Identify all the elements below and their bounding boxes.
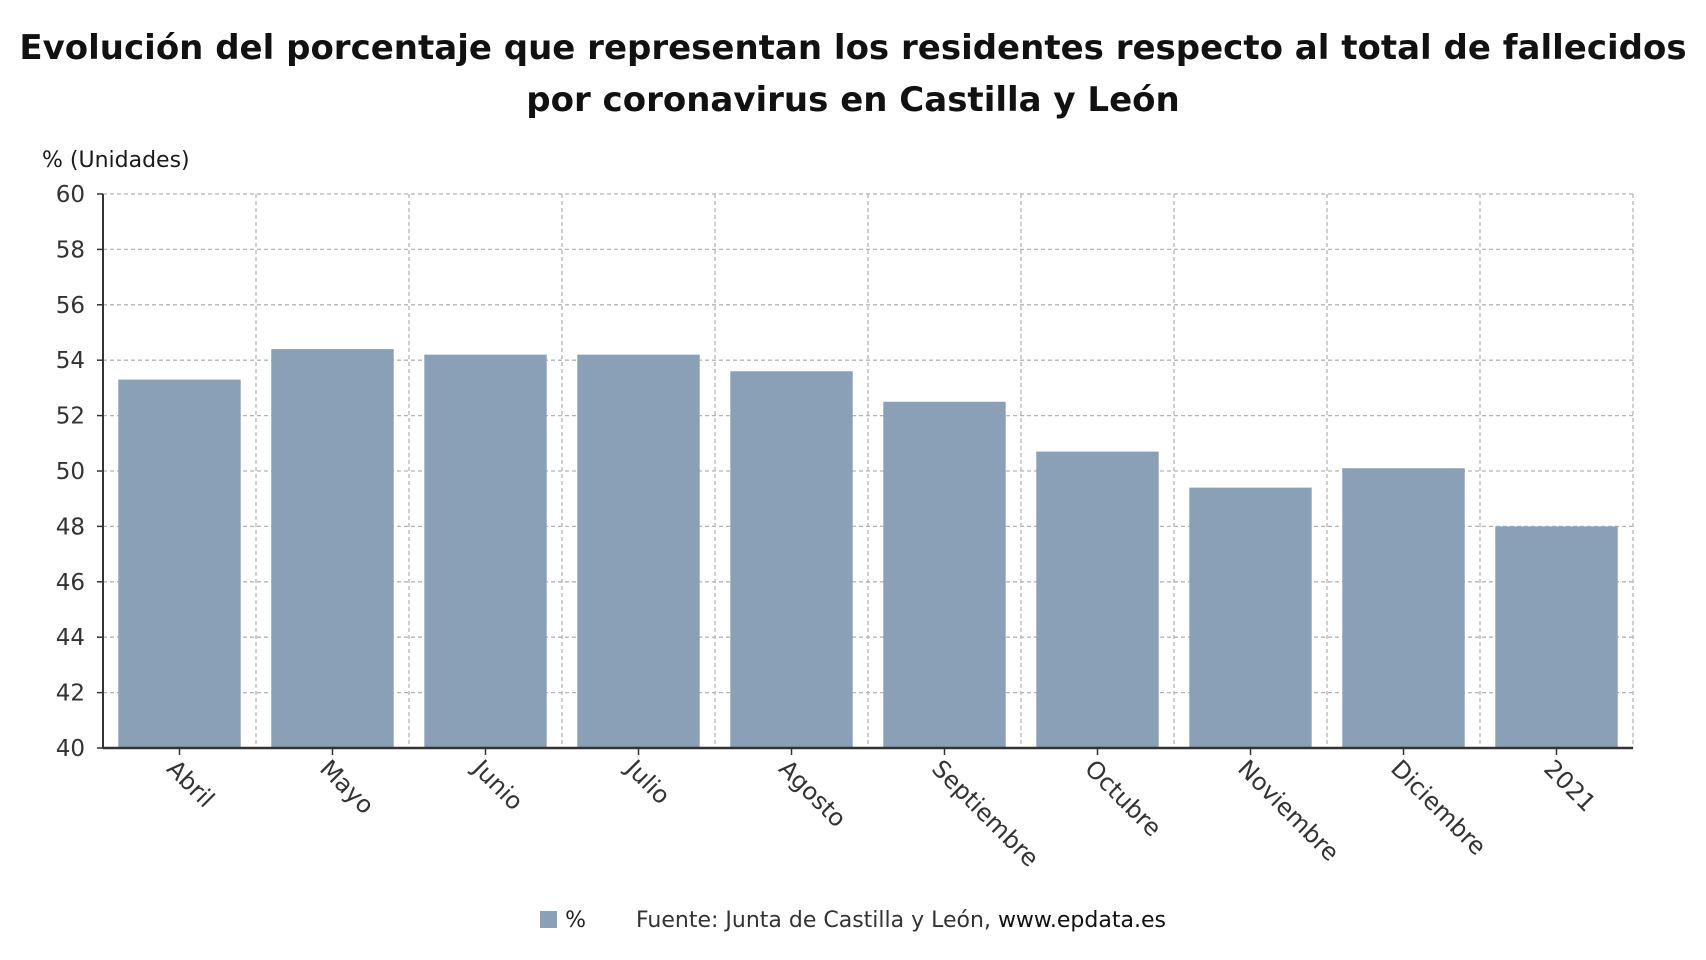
bar-4 — [730, 371, 853, 748]
bar-7 — [1189, 487, 1312, 748]
y-tick-label: 44 — [56, 625, 85, 651]
x-tick-label: Noviembre — [1232, 754, 1344, 866]
bar-9 — [1495, 526, 1618, 748]
y-tick-label: 52 — [56, 404, 85, 430]
y-tick-label: 58 — [56, 237, 85, 263]
source-site-link[interactable]: www.epdata.es — [997, 908, 1166, 933]
y-tick-label: 40 — [56, 736, 85, 762]
bar-chart: 40 42 44 46 48 50 52 54 56 58 60 Abril Mayo Junio Juli… — [56, 182, 1634, 872]
x-tick-label: Septiembre — [926, 754, 1044, 872]
y-tick-label: 56 — [56, 293, 85, 319]
legend-label: % — [565, 908, 586, 933]
legend-swatch — [540, 911, 558, 928]
x-tick-label: Octubre — [1079, 754, 1167, 842]
y-tick-label: 42 — [56, 681, 85, 707]
y-axis-unit-label: % (Unidades) — [42, 148, 190, 173]
bar-8 — [1342, 468, 1465, 748]
bar-6 — [1036, 451, 1159, 748]
bar-2 — [424, 354, 547, 748]
x-tick-label: Abril — [161, 754, 220, 813]
y-tick-label: 46 — [56, 570, 85, 596]
chart-footer: % Fuente: Junta de Castilla y León, www.e… — [0, 908, 1706, 933]
chart-title-line-1: Evolución del porcentaje que representan… — [19, 28, 1687, 68]
x-tick-label: Mayo — [314, 754, 379, 819]
y-tick-label: 48 — [56, 514, 85, 540]
x-tick-label: Agosto — [773, 754, 851, 832]
x-tick-label: Julio — [619, 753, 676, 810]
x-tick-label: Diciembre — [1385, 754, 1491, 860]
bar-1 — [271, 349, 394, 748]
x-tick-label: 2021 — [1538, 754, 1601, 817]
y-tick-label: 60 — [56, 182, 85, 208]
bar-0 — [118, 379, 241, 748]
bar-3 — [577, 354, 700, 748]
chart-title: Evolución del porcentaje que representan… — [0, 22, 1706, 126]
x-tick-label: Junio — [466, 753, 529, 816]
y-tick-label: 50 — [56, 459, 85, 485]
bar-5 — [883, 401, 1006, 748]
y-tick-label: 54 — [56, 348, 85, 374]
chart-title-line-2: por coronavirus en Castilla y León — [526, 80, 1180, 120]
source-text: Fuente: Junta de Castilla y León, — [635, 908, 998, 933]
